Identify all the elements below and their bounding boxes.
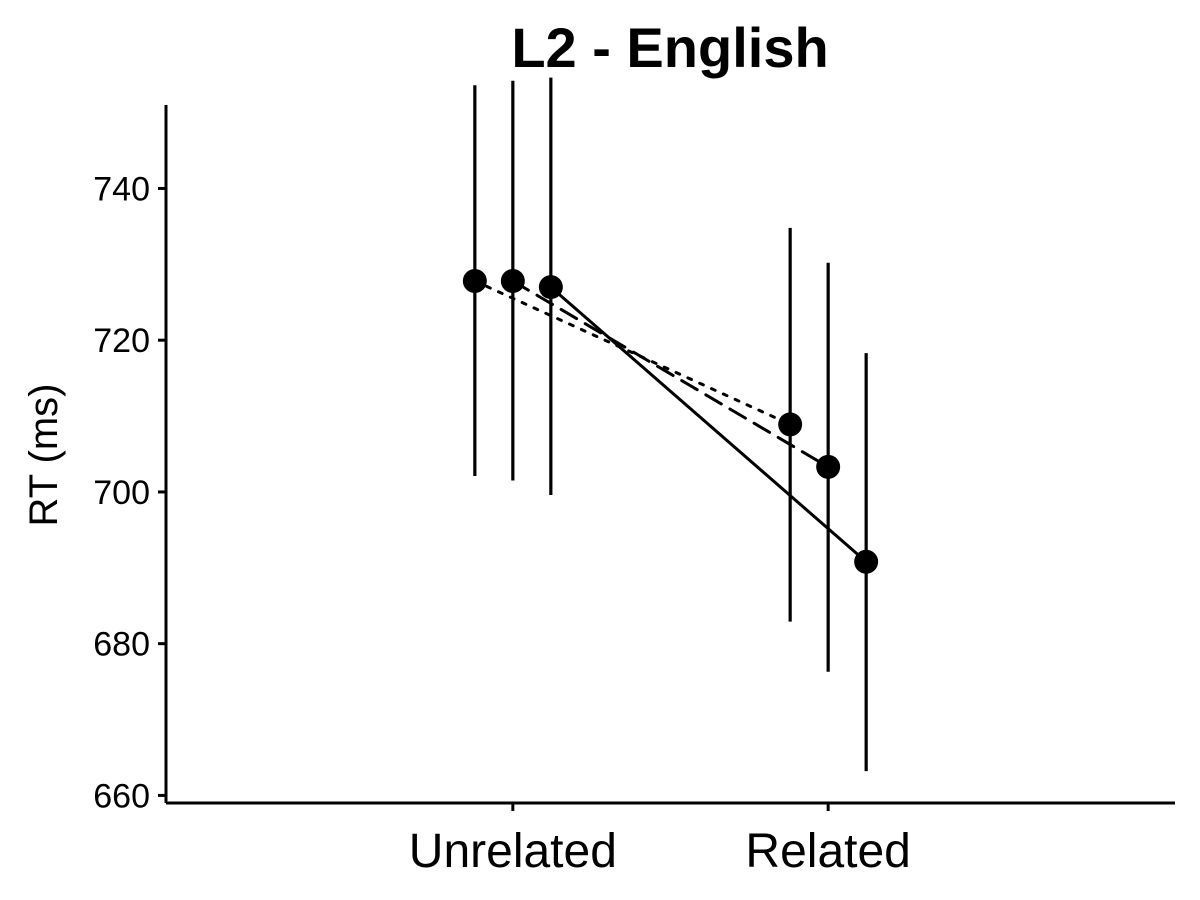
series-group bbox=[538, 77, 879, 772]
series-group bbox=[500, 80, 841, 672]
series-line bbox=[549, 285, 868, 564]
y-tick-label: 740 bbox=[93, 170, 150, 208]
data-point bbox=[538, 275, 563, 300]
y-tick-label: 720 bbox=[93, 322, 150, 360]
plot-layer: 660 680 700 720 740 Unrelated Related bbox=[93, 77, 1175, 878]
data-point bbox=[462, 269, 487, 294]
data-point bbox=[816, 454, 841, 479]
y-tick-label: 700 bbox=[93, 474, 150, 512]
data-point bbox=[778, 412, 803, 437]
data-point bbox=[854, 549, 879, 574]
y-axis-title: RT (ms) bbox=[22, 384, 66, 527]
series-line bbox=[511, 279, 830, 469]
chart-title: L2 - English bbox=[511, 16, 828, 79]
data-point bbox=[500, 269, 525, 294]
x-tick-label: Unrelated bbox=[409, 825, 617, 878]
y-tick-label: 660 bbox=[93, 777, 150, 815]
x-tick-label: Related bbox=[745, 825, 910, 878]
y-tick-label: 680 bbox=[93, 626, 150, 664]
